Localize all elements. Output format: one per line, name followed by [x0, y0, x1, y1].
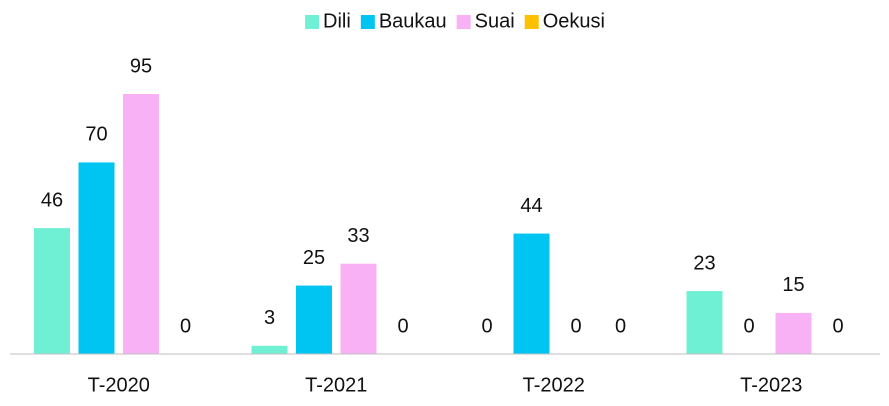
x-tick-label: T-2022: [523, 374, 585, 396]
legend-label: Suai: [475, 10, 515, 32]
x-tick-label: T-2023: [740, 374, 802, 396]
bar: [34, 228, 70, 354]
bar: [775, 312, 812, 354]
data-label: 70: [85, 124, 107, 146]
data-label: 3: [264, 307, 275, 329]
legend-swatch: [456, 15, 471, 29]
bar: [123, 94, 159, 354]
data-label: 33: [347, 225, 369, 247]
bar: [686, 291, 723, 354]
data-label: 0: [743, 315, 754, 337]
data-label: 15: [782, 274, 804, 296]
data-label: 44: [520, 195, 542, 217]
bar: [513, 233, 550, 354]
data-label: 0: [832, 315, 843, 337]
legend-label: Oekusi: [543, 10, 605, 32]
x-tick-label: T-2021: [305, 374, 367, 396]
bar: [340, 263, 377, 354]
data-label: 0: [180, 315, 191, 337]
data-label: 0: [615, 315, 626, 337]
x-tick-label: T-2020: [88, 374, 150, 396]
data-label: 46: [41, 189, 63, 211]
legend-swatch: [524, 15, 539, 29]
legend-label: Baukau: [379, 10, 447, 32]
legend-swatch: [360, 15, 375, 29]
bar: [251, 345, 288, 354]
legend-label: Dili: [323, 10, 351, 32]
data-label: 0: [397, 315, 408, 337]
data-label: 23: [693, 252, 715, 274]
data-label: 25: [303, 247, 325, 269]
bar: [78, 162, 115, 354]
legend-swatch: [305, 15, 320, 29]
bar: [296, 285, 332, 354]
data-label: 95: [130, 55, 152, 77]
data-label: 0: [570, 315, 581, 337]
data-label: 0: [481, 315, 492, 337]
